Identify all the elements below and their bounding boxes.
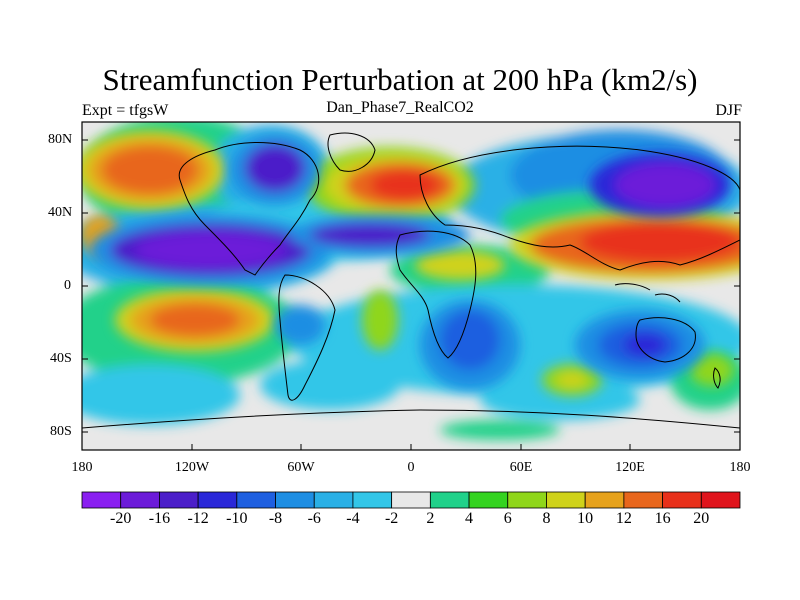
streamfunction-field [82,122,740,450]
colorbar-tick-label: 10 [577,510,594,527]
lon-label-60e: 60E [509,460,533,475]
colorbar-swatch [81,491,122,509]
lon-label-0: 0 [407,460,415,475]
run-name-label: Dan_Phase7_RealCO2 [326,99,474,116]
colorbar-tick-label: -10 [226,510,248,527]
colorbar-swatch [275,491,315,509]
colorbar-tick-label: -8 [268,510,283,527]
coastlines [82,132,740,429]
lon-label-120e: 120E [615,460,645,475]
colorbar-tick-label: 12 [615,510,632,527]
lat-label-0: 0 [64,278,71,293]
colorbar-tick-label: 4 [465,510,474,527]
colorbar-swatch [391,491,431,509]
colorbar-tick-label: 2 [426,510,435,527]
colorbar-swatch [159,491,199,509]
season-label: DJF [715,102,742,119]
colorbar-tick-label: -4 [346,510,360,527]
colorbar-swatch [352,491,393,509]
colorbar-tick-label: 8 [542,510,551,527]
lat-label-80n: 80N [48,132,73,147]
colorbar-tick-label: -16 [148,510,171,527]
lon-label-180e: 180 [729,460,751,475]
colorbar-swatch [662,491,702,509]
lon-label-120w: 120W [174,460,210,475]
colorbar-tick-label: 16 [654,510,671,527]
experiment-label: Expt = tfgsW [82,102,169,119]
colorbar-swatch [236,491,276,509]
latitude-ticks [82,139,740,433]
colorbar-swatch [313,491,354,509]
lat-label-40s: 40S [50,351,72,366]
colorbar-swatch [584,491,625,509]
colorbar-swatch [120,491,160,509]
colorbar-swatch [197,491,238,509]
lat-label-40n: 40N [48,205,73,220]
lon-label-60w: 60W [287,460,315,475]
colorbar-tick-label: -12 [187,510,209,527]
colorbar-swatch [429,491,470,509]
colorbar-tick-label: -2 [384,510,399,527]
colorbar-swatch [546,491,586,509]
colorbar-swatch [623,491,663,509]
colorbar-swatch [507,491,547,509]
map-title: Streamfunction Perturbation at 200 hPa (… [102,62,698,97]
colorbar-tick-label: 6 [503,510,512,527]
colorbar-tick-label: 20 [693,510,710,527]
colorbar-tick-label: -20 [110,510,132,527]
colorbar-swatch [468,491,509,509]
colorbar [81,491,741,509]
longitude-ticks [81,444,741,450]
lon-label-180w: 180 [71,460,93,475]
colorbar-tick-label: -6 [307,510,321,527]
lat-label-80s: 80S [50,424,72,439]
colorbar-swatch [700,491,741,509]
